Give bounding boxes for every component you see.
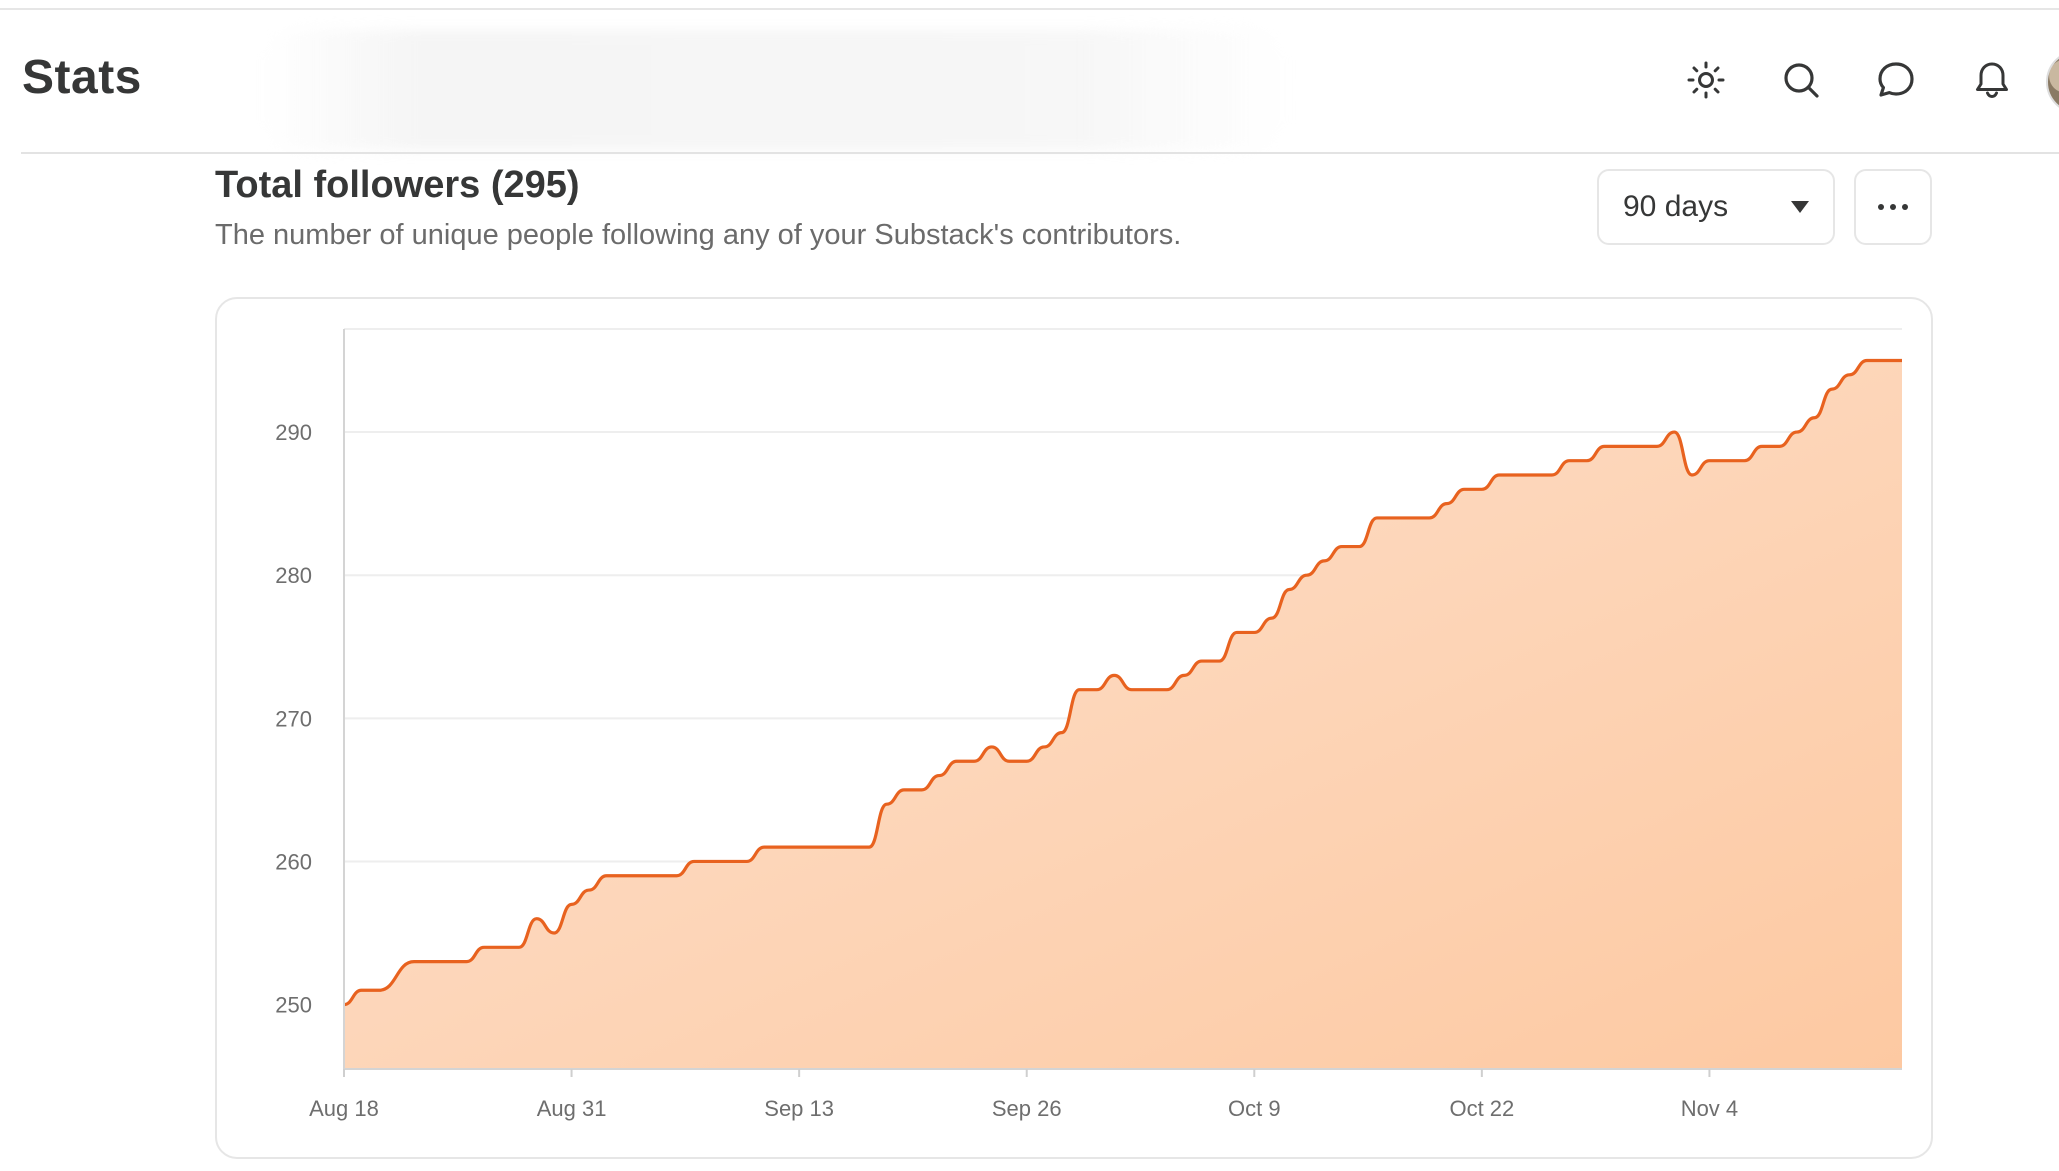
chat-icon	[1878, 62, 1914, 97]
x-tick-label: Aug 18	[309, 1096, 379, 1121]
x-tick-label: Aug 31	[537, 1096, 607, 1121]
more-options-button[interactable]	[1854, 169, 1932, 245]
more-dot	[1890, 204, 1896, 210]
y-tick-label-270: 270	[275, 706, 312, 731]
section-subtitle: The number of unique people following an…	[215, 219, 1182, 251]
chat-button[interactable]	[1868, 52, 1924, 108]
x-tick-label: Oct 9	[1228, 1096, 1281, 1121]
blurred-region	[260, 30, 1290, 150]
x-tick-label: Sep 13	[764, 1096, 834, 1121]
area-layer	[343, 358, 1902, 1069]
chart-card: 250 260 270 280 290 Aug 18 Aug 31 Sep 13 Sep 26 O…	[215, 297, 1933, 1159]
x-tick-label: Sep 26	[992, 1096, 1062, 1121]
sun-icon	[1687, 61, 1725, 99]
notifications-button[interactable]	[1964, 52, 2020, 108]
x-tick-label: Nov 4	[1681, 1096, 1738, 1121]
header-divider	[21, 152, 2059, 154]
date-range-select[interactable]: 90 days	[1597, 169, 1835, 245]
caret-down-icon	[1791, 201, 1809, 213]
search-button[interactable]	[1773, 52, 1829, 108]
more-dot	[1902, 204, 1908, 210]
search-icon	[1784, 63, 1819, 98]
more-horizontal-icon	[1878, 204, 1884, 210]
top-header	[0, 10, 2059, 152]
followers-chart: 250 260 270 280 290 Aug 18 Aug 31 Sep 13 Sep 26 O…	[275, 328, 1902, 1121]
y-tick-label-260: 260	[275, 849, 312, 874]
section-title: Total followers (295)	[215, 164, 580, 206]
date-range-value: 90 days	[1623, 190, 1729, 223]
x-tick-label: Oct 22	[1449, 1096, 1514, 1121]
series-line	[343, 358, 1902, 1007]
y-tick-label-250: 250	[275, 993, 312, 1018]
theme-toggle-button[interactable]	[1678, 52, 1734, 108]
y-tick-label-290: 290	[275, 420, 312, 445]
series-area-fill	[344, 360, 1902, 1069]
y-tick-label-280: 280	[275, 563, 312, 588]
bell-icon	[1976, 62, 2008, 99]
window-top-border	[0, 0, 2059, 10]
page-title: Stats	[22, 51, 142, 104]
axis-layer: 250 260 270 280 290 Aug 18 Aug 31 Sep 13 Sep 26 O…	[275, 329, 1902, 1121]
